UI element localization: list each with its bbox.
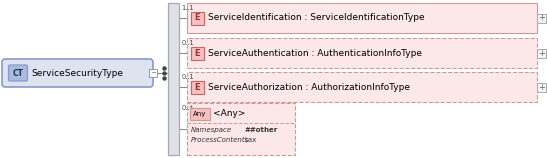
Text: 1..1: 1..1 [182,5,194,11]
Text: ProcessContents: ProcessContents [190,137,249,143]
Bar [537,82,546,91]
Text: +: + [538,49,545,58]
Bar [537,49,546,58]
Text: −: − [150,70,156,76]
Text: ##other: ##other [245,127,278,133]
Bar [190,12,203,24]
Bar [537,13,546,22]
Text: 0..1: 0..1 [182,40,194,46]
FancyBboxPatch shape [187,72,537,102]
Bar [190,46,203,60]
Text: ServiceAuthentication : AuthenticationInfoType: ServiceAuthentication : AuthenticationIn… [208,49,422,58]
FancyBboxPatch shape [2,59,153,87]
FancyBboxPatch shape [9,65,27,81]
Bar [149,69,157,77]
Bar [189,108,210,120]
Text: ServiceIdentification : ServiceIdentificationType: ServiceIdentification : ServiceIdentific… [208,13,425,22]
Text: Any: Any [193,111,206,117]
Text: E: E [194,13,200,22]
FancyBboxPatch shape [187,103,295,155]
FancyBboxPatch shape [187,3,537,33]
Text: CT: CT [13,69,24,78]
Bar [167,3,178,155]
Text: +: + [538,82,545,91]
Text: 0..1: 0..1 [182,74,194,80]
Bar [190,80,203,94]
Text: <Any>: <Any> [213,109,246,118]
Text: E: E [194,82,200,91]
Text: +: + [538,13,545,22]
Text: 0..*: 0..* [182,105,194,111]
Text: ServiceAuthorization : AuthorizationInfoType: ServiceAuthorization : AuthorizationInfo… [208,82,410,91]
Text: ServiceSecurityType: ServiceSecurityType [31,69,123,78]
Text: Namespace: Namespace [190,127,231,133]
FancyBboxPatch shape [187,38,537,68]
Text: E: E [194,49,200,58]
Text: Lax: Lax [245,137,257,143]
